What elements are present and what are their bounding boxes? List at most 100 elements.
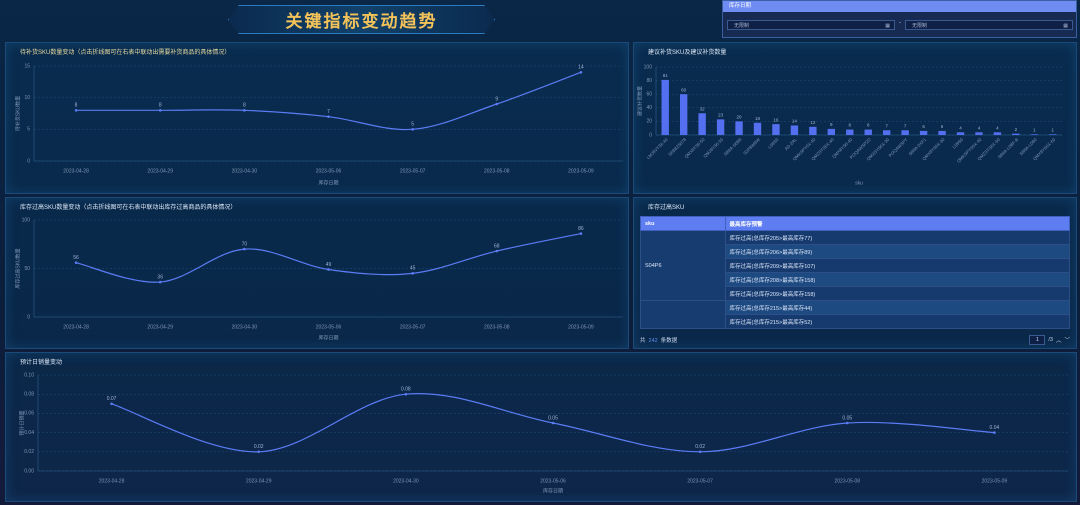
x-axis-title: 库存日期 <box>543 487 563 494</box>
data-label: 7 <box>904 123 907 128</box>
line <box>76 71 582 131</box>
x-tick-label: 2023-04-29 <box>246 478 272 484</box>
panel: 库存过高SKU数量变动（点击折线图可在右表中联动出库存过高商品的具体情况） 0 5… <box>5 197 629 349</box>
data-label: 23 <box>718 113 724 118</box>
data-label: 36 <box>157 274 163 280</box>
bar <box>846 129 854 135</box>
point <box>243 109 246 112</box>
y-tick-label: 0.02 <box>24 449 34 455</box>
total-count: 242 <box>648 338 658 344</box>
y-axis-title: 预计日销量 <box>18 410 25 435</box>
start-date-input[interactable]: 无限制 ▦ <box>727 20 895 30</box>
data-label: 14 <box>792 119 798 124</box>
x-tick-label: 2023-05-08 <box>484 324 510 330</box>
pager: 1/3 ︿ ﹀ <box>1029 335 1070 345</box>
panel-title: 库存过高SKU <box>648 205 685 211</box>
data-label: 7 <box>885 123 888 128</box>
y-tick-label: 100 <box>22 217 31 223</box>
point <box>243 247 246 251</box>
x-tick-label: 2023-04-28 <box>99 478 125 484</box>
y-tick-label: 100 <box>644 64 653 70</box>
sku-table: sku 最高库存预警 S04P6 库存过高(总库存205>最高库存77) 库存过高(总库… <box>640 216 1071 329</box>
data-label: 0.07 <box>107 396 117 402</box>
date-separator: - <box>899 20 901 26</box>
bar <box>956 132 965 135</box>
data-label: 0.02 <box>695 444 705 450</box>
x-tick-label: QMJ8YS6-30 <box>702 137 724 159</box>
bar <box>1012 133 1020 135</box>
footer-suffix: 条数据 <box>660 338 678 344</box>
bar <box>1049 134 1057 135</box>
end-date-input[interactable]: 无限制 ▦ <box>905 20 1073 30</box>
point <box>698 450 702 454</box>
data-label: 18 <box>755 116 761 121</box>
x-tick-label: 2023-05-09 <box>568 324 594 330</box>
warning-cell: 库存过高(总库存206>最高库存89) <box>724 244 1071 259</box>
data-label: 8 <box>243 103 246 109</box>
point <box>845 421 849 425</box>
footer-prefix: 共 <box>640 338 646 344</box>
y-tick-label: 5 <box>27 127 30 133</box>
point <box>257 450 261 454</box>
data-label: 20 <box>737 115 743 120</box>
x-axis-title: 库存日期 <box>318 334 338 341</box>
y-tick-label: 50 <box>24 266 30 272</box>
y-tick-label: 10 <box>24 95 30 101</box>
point <box>495 102 499 106</box>
data-label: 0.05 <box>842 415 852 421</box>
x-tick-label: 2023-04-29 <box>147 324 173 330</box>
prev-page[interactable]: ︿ <box>1055 338 1062 344</box>
next-page[interactable]: ﹀ <box>1064 338 1070 344</box>
x-axis-title: 库存日期 <box>318 179 338 186</box>
x-tick-label: 2023-05-07 <box>400 168 426 174</box>
point <box>551 421 555 425</box>
y-axis-title: 库存过高SKU数量 <box>14 248 21 288</box>
point <box>158 280 162 284</box>
line <box>75 232 582 283</box>
bar <box>790 125 799 135</box>
warning-cell: 库存过高(总库存205>最高库存77) <box>724 230 1071 245</box>
data-label: 12 <box>810 120 816 125</box>
data-label: 14 <box>578 65 584 71</box>
data-label: 60 <box>681 87 687 92</box>
data-label: 1 <box>1052 128 1055 133</box>
date-filter: 库存日期 无限制 ▦ - 无限制 ▦ <box>722 0 1077 38</box>
y-tick-label: 20 <box>646 119 652 125</box>
bar <box>919 130 928 135</box>
data-label: 68 <box>494 243 500 249</box>
data-label: 2 <box>1015 127 1018 132</box>
x-axis-title: sku <box>855 180 863 186</box>
page-count: /3 <box>1048 337 1053 343</box>
data-label: 8 <box>849 123 852 128</box>
page-input[interactable]: 1 <box>1029 335 1046 345</box>
data-label: 86 <box>578 226 584 232</box>
column-header: 最高库存预警 <box>724 216 1071 231</box>
point <box>327 115 330 118</box>
bar <box>772 124 780 135</box>
x-tick-label: SB8A-S0B8 <box>723 137 743 157</box>
table-row: 库存过高(总库存206>最高库存89) <box>641 244 1071 259</box>
y-tick-label: 0.10 <box>24 372 34 378</box>
x-tick-label: 2023-05-09 <box>568 168 594 174</box>
x-tick-label: 2023-05-07 <box>687 478 713 484</box>
bar <box>661 79 669 135</box>
data-label: 9 <box>495 96 498 102</box>
start-date: 无限制 <box>734 23 750 29</box>
x-tick-label: 2023-05-09 <box>982 478 1008 484</box>
y-tick-label: 0.08 <box>24 392 34 398</box>
point <box>579 71 583 74</box>
x-tick-label: 2023-04-28 <box>63 168 89 174</box>
table-row: 库存过高(总库存209>最高库存107) <box>641 258 1071 273</box>
bar <box>1030 134 1039 135</box>
x-tick-label: LMJ8VYS6-40 <box>646 137 670 161</box>
x-tick-label: 2023-05-06 <box>316 324 342 330</box>
x-tick-label: 2023-05-06 <box>316 168 342 174</box>
data-label: 0.04 <box>990 425 1000 431</box>
sku-cell: S04P6 <box>640 230 726 301</box>
panel-title: 待补货SKU数量变动（点击折线图可在右表中联动出需要补货商品的具体情况） <box>20 50 231 56</box>
bar-chart: 020406080100建议补货数量sku81LMJ8VYS6-4060S6B8… <box>636 64 1062 186</box>
data-label: 4 <box>996 125 999 130</box>
